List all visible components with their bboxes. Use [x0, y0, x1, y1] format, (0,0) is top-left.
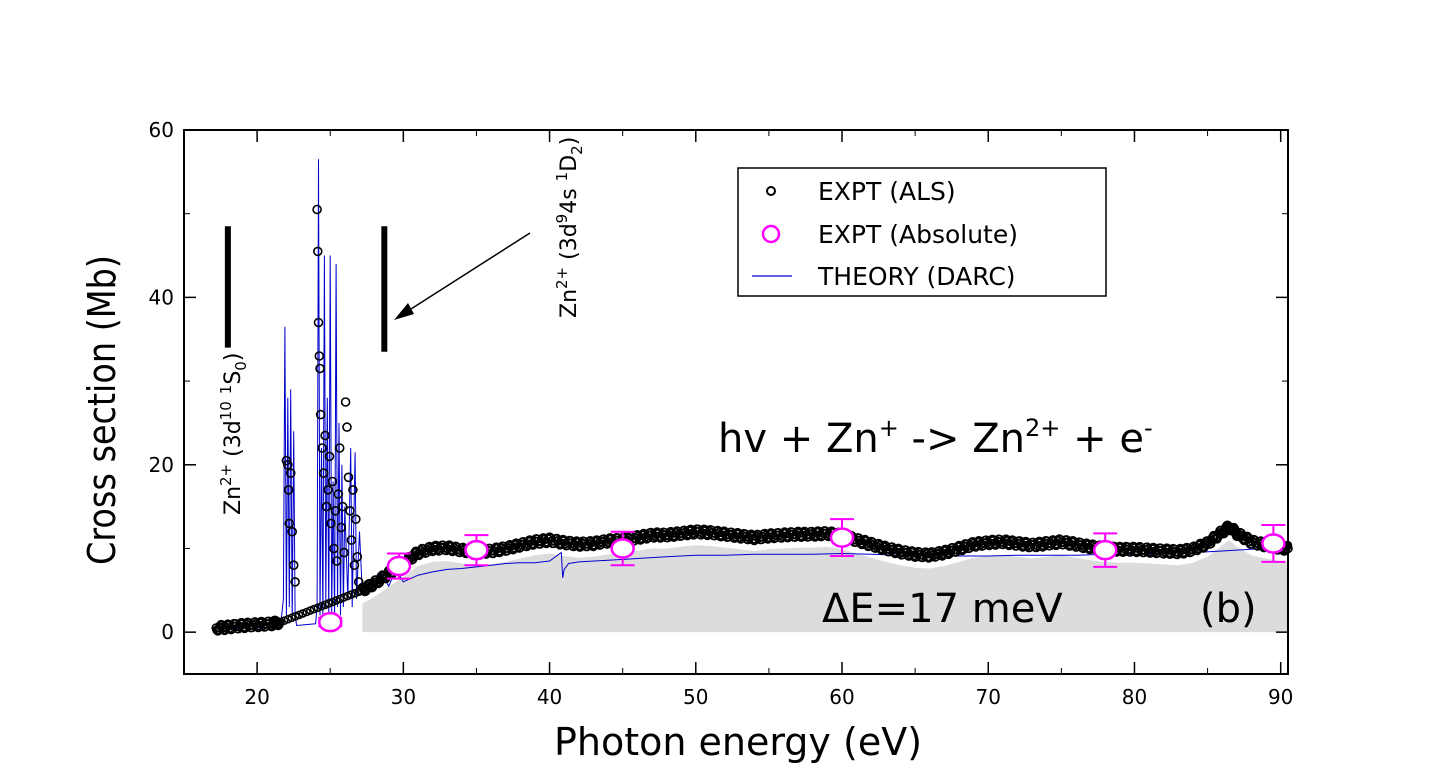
- arrow-head: [394, 303, 414, 320]
- als-peak-point: [321, 501, 332, 512]
- als-peak-point: [315, 363, 325, 374]
- y-tick-label: 0: [161, 620, 174, 644]
- plot-layer: [211, 159, 1293, 636]
- legend: EXPT (ALS) EXPT (Absolute) THEORY (DARC): [737, 167, 1107, 297]
- als-peak-point: [317, 443, 328, 453]
- als-peak-point: [333, 489, 344, 499]
- x-tick-label: 30: [391, 685, 416, 709]
- als-peak-point: [356, 585, 366, 596]
- als-peak-point: [323, 485, 333, 495]
- als-peak-point: [324, 451, 335, 462]
- state-label-ground: Zn2+ (3d10 1S0): [217, 353, 250, 515]
- als-peak-point: [312, 246, 323, 257]
- absolute-point: [829, 527, 855, 548]
- als-peak-point: [337, 501, 348, 512]
- als-peak-point: [283, 485, 294, 495]
- absolute-point: [386, 555, 412, 577]
- legend-marker-expt-absolute: [761, 224, 781, 244]
- als-peak-point: [345, 505, 355, 516]
- legend-box: [737, 167, 1107, 297]
- als-peak-point: [339, 547, 349, 558]
- state-arrow: [394, 232, 531, 320]
- als-peak-point: [334, 443, 345, 453]
- als-peak-point: [326, 518, 336, 529]
- als-peak-point: [327, 476, 338, 487]
- x-tick-label: 80: [1122, 685, 1147, 709]
- als-peak-point: [282, 459, 293, 470]
- x-axis-title: Photon energy (eV): [554, 720, 922, 764]
- als-peak-point: [340, 397, 351, 407]
- als-peak-point: [349, 560, 360, 571]
- als-peak-point: [318, 468, 329, 478]
- reaction-annotation: hv + Zn+ -> Zn2+ + e-: [718, 414, 1153, 462]
- als-peak-point: [342, 422, 352, 432]
- plot-frame: [183, 129, 1289, 675]
- als-peak-point: [285, 468, 296, 478]
- als-peak-point: [343, 472, 354, 483]
- als-peak-point: [315, 409, 326, 420]
- als-peak-point: [314, 351, 325, 361]
- shaded-region: [362, 540, 1288, 633]
- x-tick-label: 70: [976, 685, 1001, 709]
- legend-label-theory: THEORY (DARC): [817, 262, 1016, 291]
- als-peak-point: [313, 317, 324, 328]
- als-point: [346, 590, 356, 599]
- als-point: [298, 609, 308, 618]
- y-tick-label: 40: [149, 285, 174, 309]
- als-peak-point: [288, 560, 299, 571]
- als-point: [331, 596, 341, 605]
- absolute-point: [464, 539, 489, 561]
- als-peak-point: [346, 535, 357, 545]
- x-tick-label: 60: [829, 685, 854, 709]
- als-peak-point: [329, 543, 339, 554]
- als-peak-point: [331, 556, 342, 566]
- absolute-point: [1261, 533, 1286, 554]
- als-peak-point: [290, 577, 300, 587]
- state-label-excited: Zn2+ (3d94s 1D2): [553, 137, 586, 318]
- als-peak-point: [312, 204, 322, 215]
- panel-label: (b): [1200, 586, 1257, 632]
- als-peak-point: [353, 577, 364, 587]
- als-peak-point: [350, 514, 361, 525]
- arrow-shaft: [399, 232, 531, 317]
- x-tick-label: 40: [537, 685, 562, 709]
- x-tick-label: 90: [1268, 685, 1293, 709]
- als-peak-point: [284, 518, 295, 529]
- legend-label-expt-absolute: EXPT (Absolute): [818, 220, 1018, 249]
- resolution-annotation: ΔE=17 meV: [822, 586, 1063, 632]
- absolute-point: [317, 611, 343, 633]
- x-tick-label: 50: [683, 685, 708, 709]
- x-tick-label: 20: [244, 685, 269, 709]
- als-peak-point: [281, 455, 292, 466]
- y-axis-title: Cross section (Mb): [80, 255, 124, 565]
- als-peak-point: [320, 430, 330, 441]
- als-peak-point: [287, 526, 298, 537]
- legend-label-expt-als: EXPT (ALS): [818, 177, 956, 206]
- als-peak-point: [348, 485, 358, 495]
- als-peak-point: [330, 505, 341, 516]
- y-tick-label: 60: [149, 118, 174, 142]
- als-peak-point: [352, 551, 363, 562]
- absolute-point: [1092, 539, 1118, 561]
- als-peak-point: [336, 522, 347, 533]
- y-tick-label: 20: [149, 453, 174, 477]
- axes-layer: 20 30 40 50 60 70 80 90 0 20 40 60: [149, 118, 1294, 709]
- legend-marker-expt-als: [766, 186, 776, 196]
- absolute-point: [610, 538, 635, 559]
